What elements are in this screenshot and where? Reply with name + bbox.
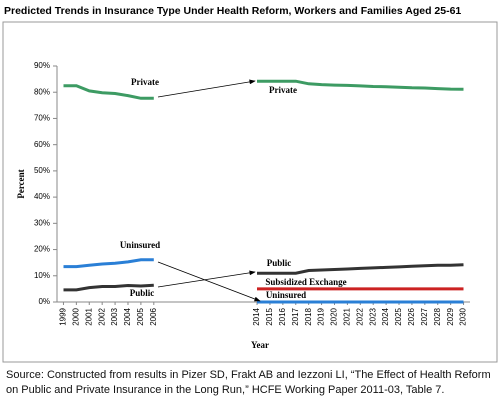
annotation: Subsidized Exchange — [265, 277, 346, 287]
x-tick-label: 2022 — [355, 307, 364, 325]
x-tick-label: 2026 — [407, 307, 416, 325]
y-tick-label: 50% — [34, 166, 50, 175]
series-line — [63, 263, 464, 292]
x-axis-label: Year — [251, 340, 269, 350]
y-axis-label: Percent — [16, 169, 26, 198]
x-tick-label: 2014 — [252, 307, 261, 325]
x-tick-label: 2021 — [343, 307, 352, 325]
y-tick-label: 20% — [34, 245, 50, 254]
x-tick-label: 2004 — [123, 307, 132, 325]
y-tick-label: 90% — [34, 61, 50, 70]
arrow — [157, 79, 256, 98]
y-tick-label: 0% — [38, 297, 50, 306]
annotation: Public — [267, 258, 292, 268]
x-tick-label: 2019 — [317, 307, 326, 325]
x-tick-label: 2020 — [330, 307, 339, 325]
x-tick-label: 2030 — [459, 307, 468, 325]
x-tick-label: 1999 — [59, 307, 68, 325]
x-tick-label: 2029 — [446, 307, 455, 325]
x-tick-label: 2015 — [265, 307, 274, 325]
y-tick-label: 30% — [34, 218, 50, 227]
x-tick-label: 2017 — [291, 307, 300, 325]
chart: Predicted Trends in Insurance Type Under… — [2, 5, 498, 363]
x-tick-label: 2002 — [97, 307, 106, 325]
x-tick-label: 2005 — [136, 307, 145, 325]
chart-frame — [2, 21, 498, 363]
annotation: Uninsured — [120, 240, 160, 250]
annotation: Private — [131, 77, 159, 87]
x-tick-label: 2003 — [110, 307, 119, 325]
y-tick-label: 10% — [34, 271, 50, 280]
x-tick-label: 2025 — [394, 307, 403, 325]
series-line — [63, 79, 464, 100]
x-tick-label: 2006 — [149, 307, 158, 325]
annotation: Uninsured — [266, 290, 306, 300]
y-tick-label: 80% — [34, 87, 50, 96]
annotation: Private — [269, 85, 297, 95]
x-tick-label: 2018 — [304, 307, 313, 325]
source-note: Source: Constructed from results in Pize… — [6, 369, 491, 396]
x-tick-label: 2024 — [381, 307, 390, 325]
annotation: Public — [130, 288, 155, 298]
y-tick-label: 40% — [34, 192, 50, 201]
x-tick-label: 2023 — [368, 307, 377, 325]
arrow — [157, 270, 256, 288]
chart-title: Predicted Trends in Insurance Type Under… — [4, 5, 461, 17]
y-tick-label: 70% — [34, 114, 50, 123]
x-tick-label: 2028 — [433, 307, 442, 325]
arrow — [157, 261, 261, 302]
x-tick-label: 2016 — [278, 307, 287, 325]
x-tick-label: 2000 — [71, 307, 80, 325]
x-tick-label: 2001 — [84, 307, 93, 325]
x-tick-label: 2027 — [420, 307, 429, 325]
series-line — [63, 258, 464, 304]
y-tick-label: 60% — [34, 140, 50, 149]
